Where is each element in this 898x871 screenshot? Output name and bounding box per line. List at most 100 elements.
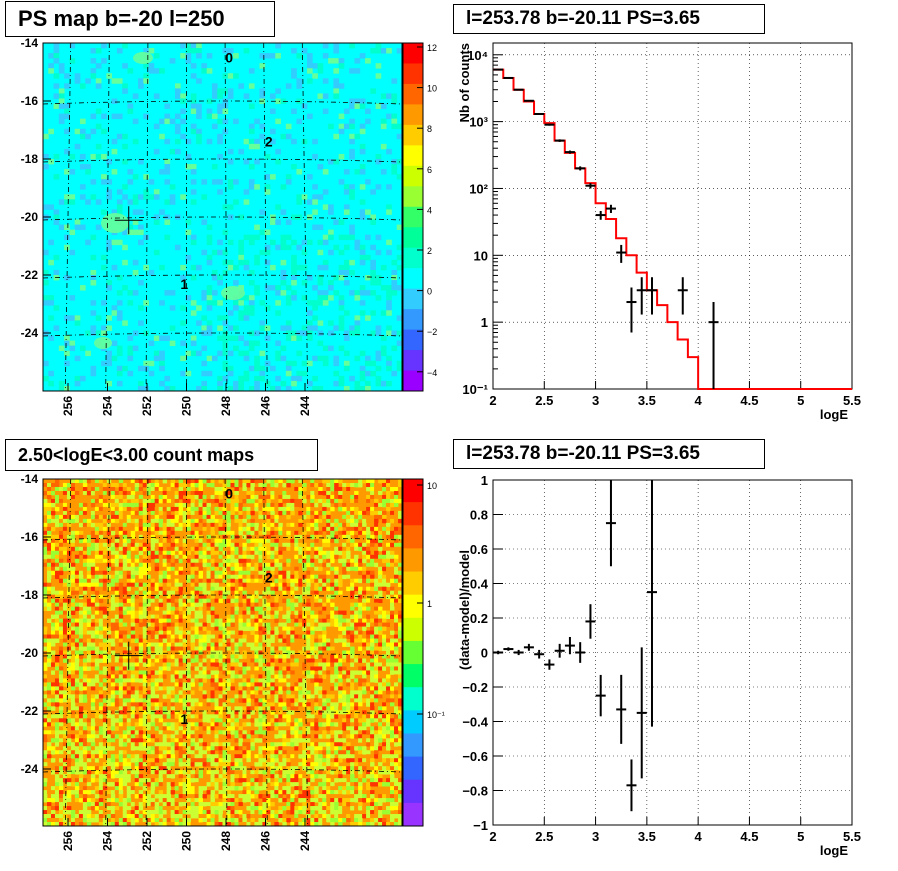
map-cell: [390, 534, 395, 540]
map-cell: [74, 674, 80, 679]
x-tick-label: 2.5: [535, 393, 553, 408]
map-cell: [110, 526, 116, 532]
map-cell: [349, 138, 355, 145]
map-cell: [43, 634, 48, 639]
map-cell: [154, 498, 160, 504]
map-cell: [122, 83, 128, 89]
map-cell: [346, 546, 351, 552]
map-cell: [70, 562, 76, 568]
map-cell: [70, 662, 76, 667]
map-cell: [74, 554, 80, 560]
map-cell: [370, 214, 376, 220]
map-cell: [111, 98, 118, 104]
map-cell: [346, 498, 351, 504]
map-cell: [274, 526, 279, 532]
map-cell: [82, 550, 88, 556]
map-cell: [382, 646, 387, 651]
map-cell: [306, 558, 311, 564]
map-cell: [318, 530, 323, 536]
map-cell: [301, 103, 308, 109]
map-cell: [218, 666, 223, 671]
map-cell: [206, 646, 211, 651]
map-cell: [106, 530, 112, 536]
map-cell: [330, 638, 335, 643]
map-cell: [242, 610, 247, 616]
map-cell: [94, 610, 100, 616]
map-cell: [50, 590, 56, 596]
map-cell: [150, 594, 156, 600]
map-cell: [386, 300, 392, 306]
map-cell: [246, 658, 251, 663]
map-cell: [338, 502, 343, 508]
map-cell: [254, 586, 259, 592]
map-cell: [64, 224, 70, 231]
map-cell: [158, 630, 164, 635]
map-cell: [346, 618, 351, 623]
map-cell: [48, 380, 54, 387]
map-cell: [250, 566, 255, 572]
map-cell: [322, 626, 327, 631]
map-cell: [158, 634, 164, 639]
map-cell: [306, 562, 311, 568]
map-cell: [391, 290, 398, 296]
map-cell: [66, 610, 72, 616]
map-cell: [262, 558, 267, 564]
map-cell: [202, 562, 207, 568]
map-cell: [318, 550, 323, 556]
map-cell: [142, 514, 148, 520]
map-cell: [282, 654, 287, 659]
map-cell: [122, 522, 128, 528]
map-cell: [162, 506, 168, 512]
map-cell: [94, 506, 100, 512]
map-cell: [106, 518, 112, 524]
map-cell: [375, 350, 382, 357]
map-cell: [142, 626, 148, 631]
map-cell: [282, 610, 287, 616]
map-cell: [202, 522, 207, 528]
map-cell: [162, 558, 168, 564]
map-cell: [391, 93, 398, 99]
map-cell: [118, 534, 124, 540]
map-cell: [217, 249, 223, 256]
map-cell: [238, 654, 243, 659]
map-cell: [50, 486, 56, 492]
map-cell: [262, 506, 267, 512]
map-cell: [130, 538, 136, 544]
map-cell: [69, 153, 76, 160]
map-cell: [350, 646, 355, 651]
map-cell: [122, 526, 128, 532]
map-cell: [378, 566, 383, 572]
map-cell: [54, 546, 60, 552]
map-cell: [254, 634, 259, 639]
map-cell: [194, 590, 199, 596]
map-cell: [310, 594, 315, 600]
map-cell: [274, 666, 279, 671]
map-cell: [242, 634, 247, 639]
map-cell: [350, 542, 355, 548]
map-cell: [180, 118, 186, 125]
map-cell: [248, 310, 255, 316]
map-cell: [238, 244, 245, 251]
map-cell: [43, 498, 48, 504]
map-cell: [78, 510, 84, 516]
map-cell: [166, 566, 172, 572]
map-cell: [70, 642, 76, 647]
map-cell: [326, 642, 331, 647]
colorbar-band: [403, 247, 423, 269]
map-cell: [398, 570, 403, 576]
map-cell: [194, 558, 199, 564]
colorbar-band: [403, 145, 423, 167]
map-cell: [126, 486, 132, 492]
map-cell: [194, 490, 199, 496]
map-cell: [322, 506, 327, 512]
map-cell: [350, 622, 355, 627]
map-cell: [250, 674, 255, 679]
map-cell: [354, 510, 359, 516]
map-cell: [154, 658, 160, 663]
map-cell: [330, 622, 335, 627]
map-cell: [102, 506, 108, 512]
map-cell: [146, 594, 152, 600]
map-cell: [250, 542, 255, 548]
map-cell: [294, 658, 299, 663]
map-cell: [386, 622, 391, 627]
